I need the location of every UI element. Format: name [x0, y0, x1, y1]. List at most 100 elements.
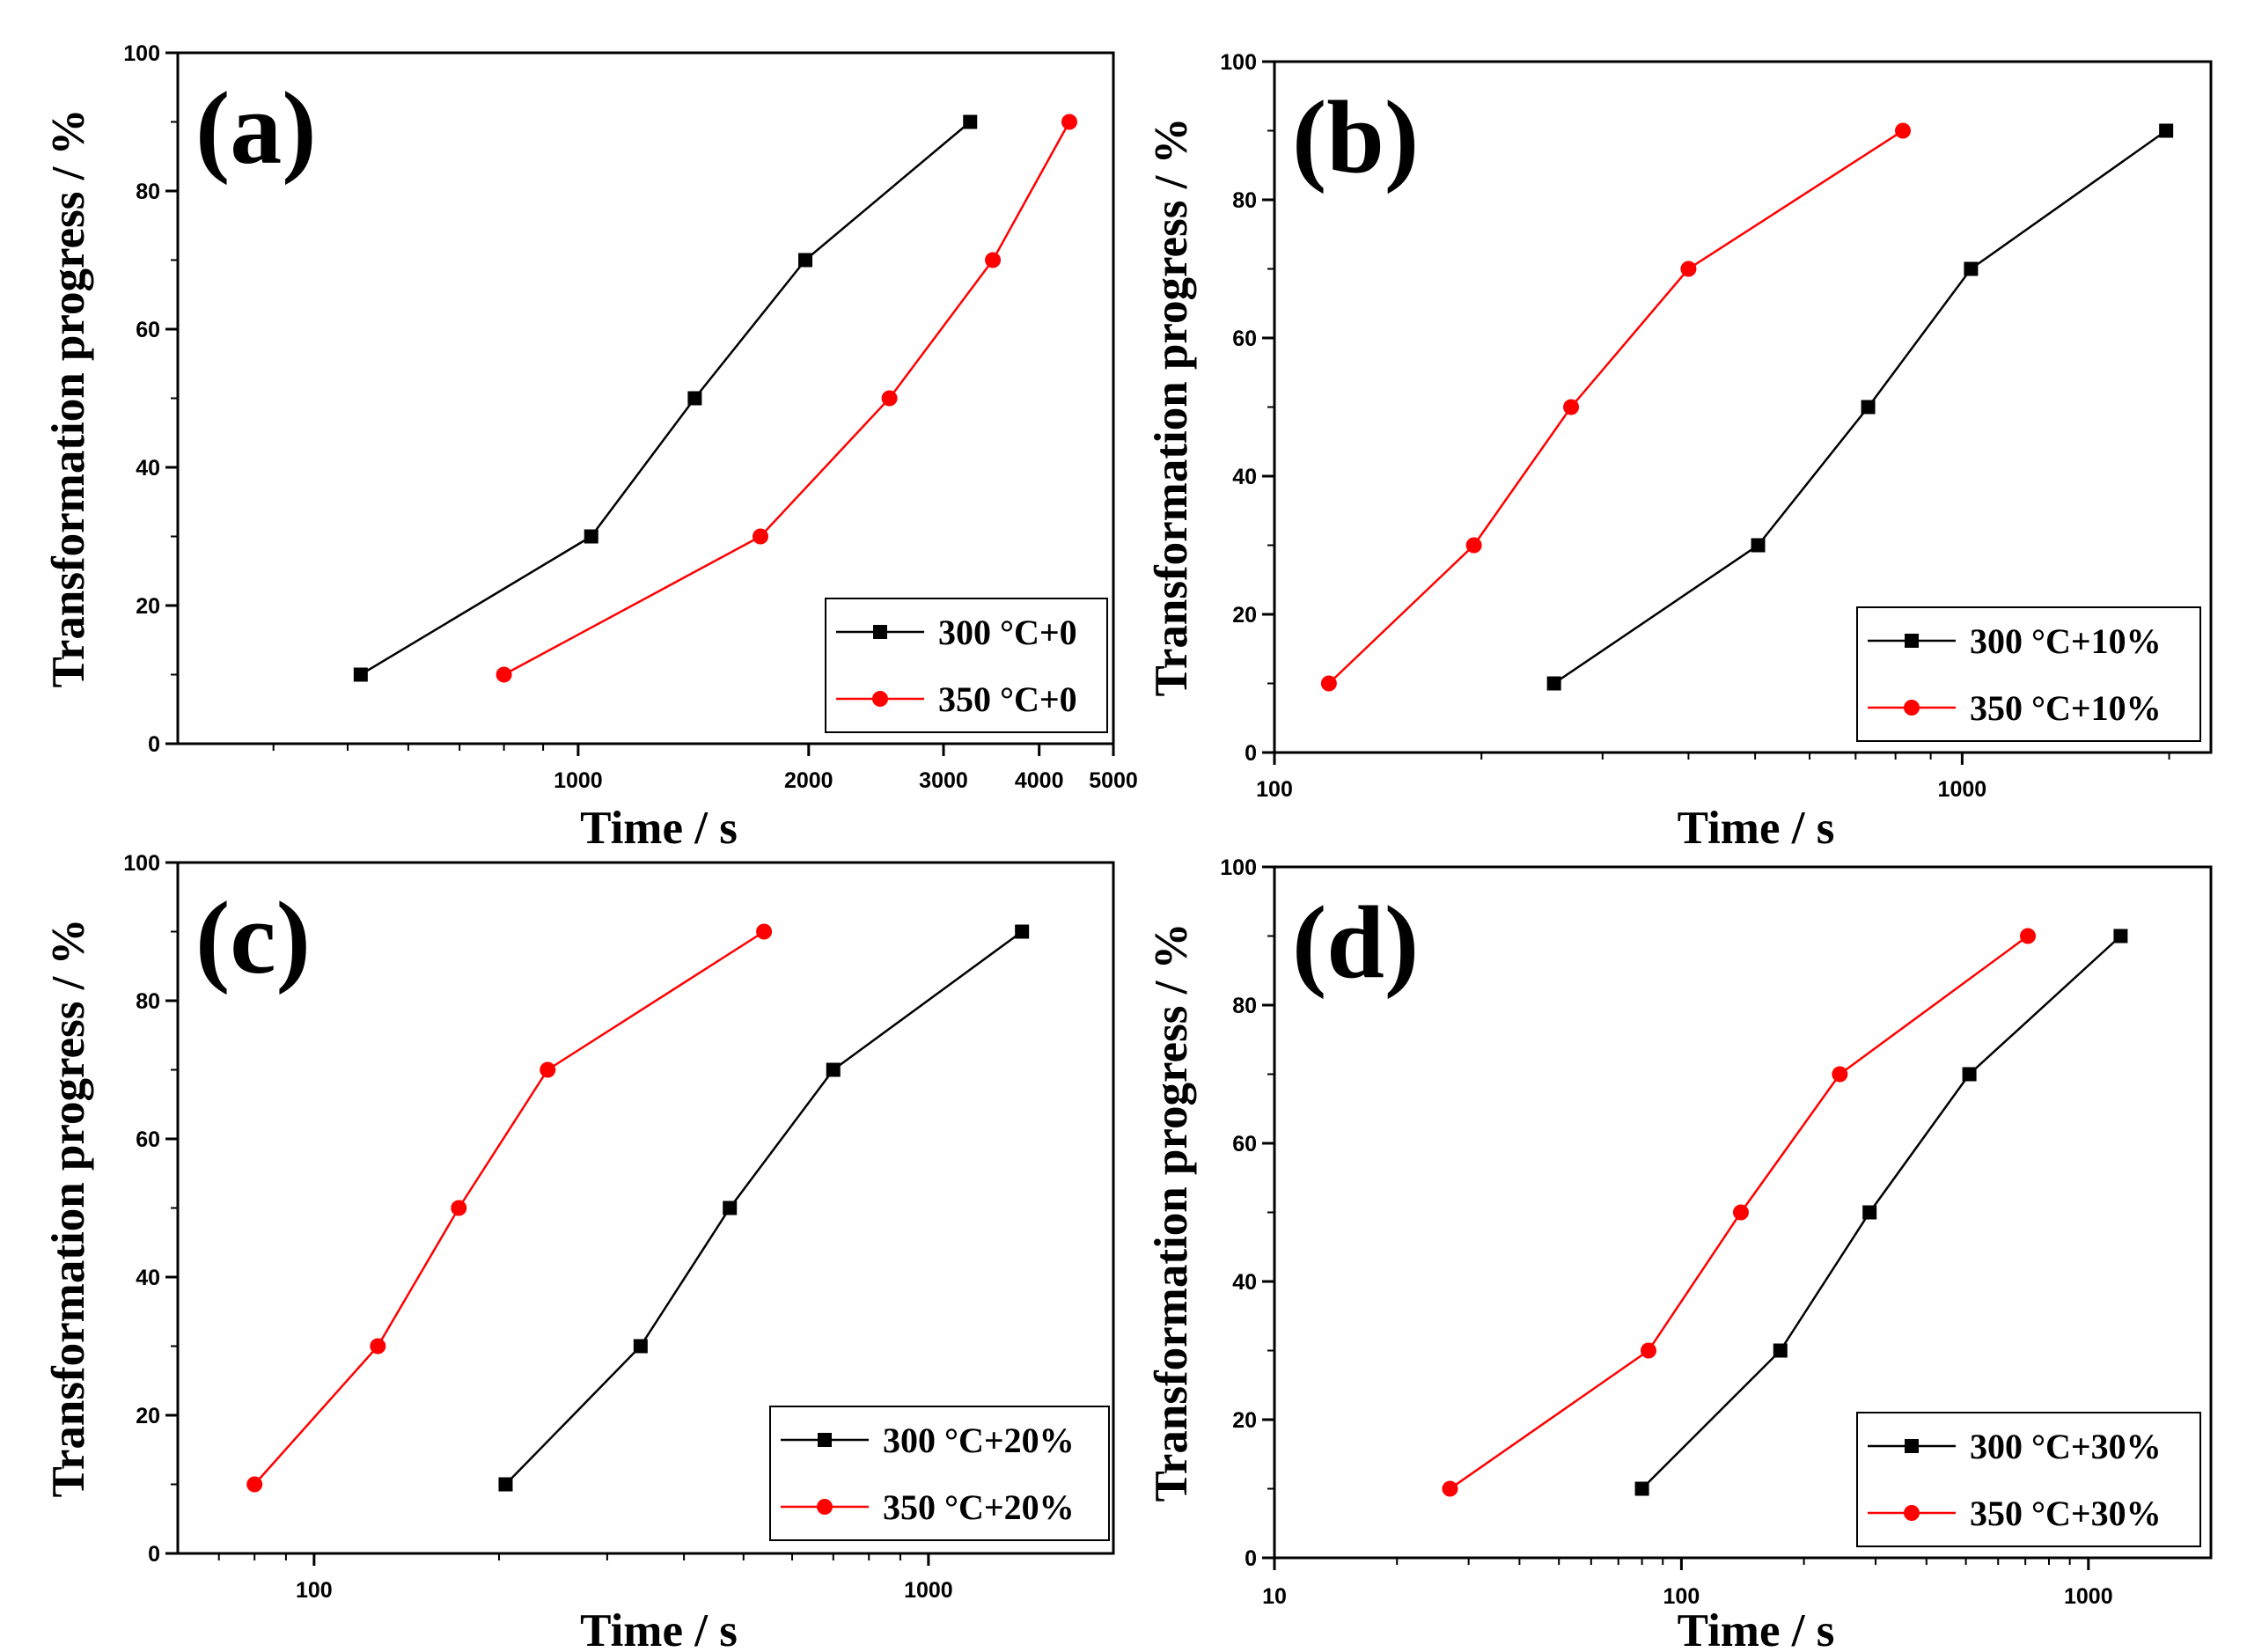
legend-circle-marker [872, 691, 888, 707]
data-point-square [1862, 1205, 1877, 1220]
x-tick-label: 1000 [554, 768, 603, 793]
data-point-circle [1832, 1066, 1848, 1083]
data-point-square [1773, 1343, 1788, 1358]
data-point-square [584, 529, 598, 544]
y-tick-label: 0 [148, 732, 160, 757]
data-point-circle [881, 390, 898, 407]
y-tick-label: 100 [123, 41, 160, 66]
panel-label: (b) [1292, 79, 1419, 195]
series-line-300C [504, 930, 1023, 1486]
data-point-square [2159, 123, 2174, 138]
y-axis-title: Transformation progress / % [43, 918, 94, 1497]
x-tick-label: 1000 [904, 1578, 953, 1603]
x-tick-label: 2000 [784, 768, 833, 793]
y-tick-label: 0 [1245, 1546, 1257, 1571]
data-point-circle [1640, 1342, 1656, 1359]
data-point-square [1861, 400, 1876, 415]
y-tick-label: 40 [136, 456, 160, 481]
legend-entry-label: 350 °C+30% [1970, 1494, 2162, 1533]
x-tick-label: 4000 [1015, 768, 1064, 793]
legend-box [769, 1406, 1110, 1541]
y-tick-label: 40 [136, 1266, 160, 1290]
legend-entry-label: 350 °C+20% [883, 1487, 1075, 1527]
y-tick-label: 60 [1232, 1132, 1257, 1156]
y-tick-label: 60 [136, 1127, 160, 1152]
x-tick-label: 3000 [919, 768, 968, 793]
y-tick-label: 20 [1232, 603, 1257, 628]
y-axis-title: Transformation progress / % [43, 108, 94, 687]
y-tick-label: 20 [1232, 1408, 1257, 1433]
legend-circle-marker [1904, 1505, 1920, 1521]
y-tick-label: 80 [1232, 188, 1257, 213]
legend-circle-marker [817, 1499, 833, 1515]
data-point-square [797, 253, 812, 268]
series-line-300C [1641, 935, 2122, 1490]
data-point-square [1015, 924, 1030, 939]
data-point-circle [496, 666, 512, 683]
y-tick-label: 100 [123, 851, 160, 876]
y-tick-label: 100 [1220, 50, 1257, 75]
x-tick-label: 5000 [1089, 768, 1138, 793]
data-point-circle [1895, 122, 1912, 139]
y-axis-title: Transformation progress / % [1146, 922, 1197, 1501]
legend-entry-label: 300 °C+10% [1970, 621, 2162, 661]
legend-entry-label: 350 °C+0 [938, 679, 1077, 719]
data-point-square [826, 1062, 841, 1077]
panel-label: (d) [1292, 885, 1419, 1000]
y-tick-label: 60 [1232, 327, 1257, 351]
y-tick-label: 80 [1232, 994, 1257, 1018]
x-axis-title: Time / s [1678, 1605, 1835, 1652]
chart-panel-b: 100 1000 0 20 40 60 80 100 Time / s Transformatio… [1146, 50, 2213, 854]
y-tick-label: 60 [136, 318, 160, 342]
legend-square-marker [873, 625, 887, 639]
data-point-square [353, 667, 368, 682]
data-point-circle [1465, 537, 1482, 554]
x-axis-title: Time / s [580, 1605, 738, 1652]
legend-square-marker [818, 1433, 832, 1447]
x-tick-label: 100 [1663, 1584, 1700, 1609]
x-tick-label: 100 [1256, 777, 1293, 802]
data-point-square [498, 1477, 513, 1492]
legend-entry-label: 300 °C+30% [1970, 1427, 2162, 1466]
panel-label: (a) [195, 70, 317, 186]
legend-square-marker [1905, 634, 1919, 648]
legend-circle-marker [1904, 700, 1920, 716]
x-axis-title: Time / s [580, 803, 738, 854]
data-point-square [2113, 929, 2128, 943]
legend-box [825, 598, 1108, 733]
y-tick-label: 20 [136, 1404, 160, 1428]
x-tick-label: 10 [1262, 1584, 1287, 1609]
y-axis-title: Transformation progress / % [1146, 117, 1197, 696]
data-point-square [963, 114, 978, 129]
legend-square-marker [1905, 1439, 1919, 1453]
x-tick-label: 1000 [2064, 1584, 2113, 1609]
x-tick-label: 100 [296, 1578, 333, 1603]
legend-box [1856, 1412, 2201, 1547]
data-point-square [723, 1200, 738, 1215]
legend-entry-label: 300 °C+0 [938, 613, 1077, 652]
y-tick-label: 80 [136, 180, 160, 204]
y-tick-label: 80 [136, 989, 160, 1014]
data-point-circle [1680, 261, 1697, 277]
data-point-circle [2020, 928, 2037, 944]
data-point-square [1546, 676, 1561, 691]
data-point-circle [985, 252, 1002, 268]
data-point-square [687, 391, 702, 406]
panel-label: (c) [195, 880, 311, 995]
data-point-circle [540, 1061, 556, 1078]
series-line-350C [1328, 129, 1904, 685]
data-point-square [1634, 1481, 1649, 1496]
legend-entry-label: 300 °C+20% [883, 1421, 1075, 1460]
legend-box [1856, 606, 2201, 742]
chart-panel-a: 1000 2000 3000 4000 5000 0 20 40 60 80 100 Time / s… [43, 41, 1138, 854]
data-point-circle [1563, 399, 1580, 415]
data-point-square [1962, 1067, 1977, 1082]
data-point-circle [1442, 1480, 1458, 1497]
data-point-circle [451, 1200, 467, 1216]
data-point-circle [1320, 675, 1337, 692]
series-line-300C [360, 121, 972, 676]
y-tick-label: 40 [1232, 1270, 1257, 1295]
x-axis-title: Time / s [1678, 803, 1835, 854]
